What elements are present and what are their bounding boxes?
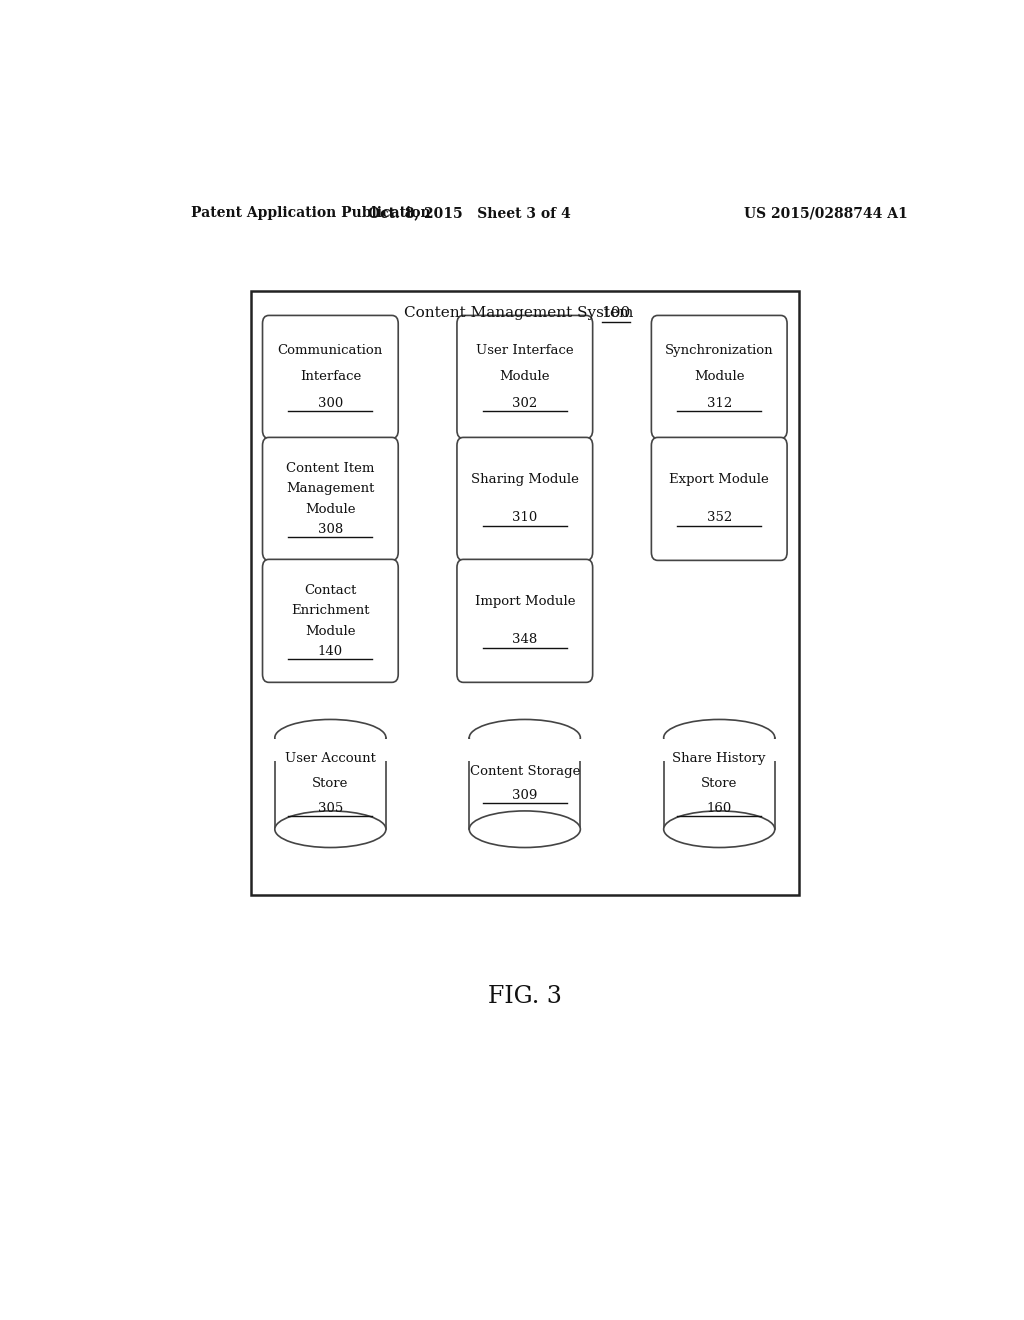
Text: 312: 312: [707, 397, 732, 411]
Text: Module: Module: [305, 624, 355, 638]
Text: Content Management System: Content Management System: [403, 306, 638, 319]
Text: 100: 100: [601, 306, 631, 319]
Polygon shape: [274, 738, 386, 829]
Text: Content Item: Content Item: [286, 462, 375, 475]
Text: 300: 300: [317, 397, 343, 411]
Text: Content Storage: Content Storage: [470, 764, 580, 777]
FancyBboxPatch shape: [651, 437, 787, 561]
Text: 305: 305: [317, 801, 343, 814]
Text: Management: Management: [286, 482, 375, 495]
Text: 352: 352: [707, 511, 732, 524]
Text: 348: 348: [512, 634, 538, 647]
Text: Store: Store: [701, 777, 737, 789]
Ellipse shape: [274, 719, 386, 756]
Ellipse shape: [664, 810, 775, 847]
Text: Contact: Contact: [304, 583, 356, 597]
FancyBboxPatch shape: [457, 437, 593, 561]
FancyBboxPatch shape: [457, 315, 593, 438]
FancyBboxPatch shape: [262, 560, 398, 682]
Text: Synchronization: Synchronization: [665, 345, 773, 356]
Text: 308: 308: [317, 523, 343, 536]
Text: Import Module: Import Module: [474, 595, 575, 609]
FancyBboxPatch shape: [262, 437, 398, 561]
Text: Enrichment: Enrichment: [291, 605, 370, 618]
Polygon shape: [465, 739, 585, 762]
Ellipse shape: [469, 810, 581, 847]
Ellipse shape: [274, 810, 386, 847]
Text: User Interface: User Interface: [476, 345, 573, 356]
Text: Interface: Interface: [300, 371, 361, 383]
Text: User Account: User Account: [285, 752, 376, 766]
Polygon shape: [469, 738, 581, 829]
Text: US 2015/0288744 A1: US 2015/0288744 A1: [744, 206, 908, 220]
Polygon shape: [664, 738, 775, 829]
Text: Sharing Module: Sharing Module: [471, 474, 579, 486]
Text: 160: 160: [707, 801, 732, 814]
FancyBboxPatch shape: [651, 315, 787, 438]
Text: Oct. 8, 2015   Sheet 3 of 4: Oct. 8, 2015 Sheet 3 of 4: [368, 206, 570, 220]
Text: 140: 140: [317, 645, 343, 657]
Text: Communication: Communication: [278, 345, 383, 356]
Text: 309: 309: [512, 789, 538, 803]
Text: Module: Module: [694, 371, 744, 383]
Text: 302: 302: [512, 397, 538, 411]
FancyBboxPatch shape: [262, 315, 398, 438]
Polygon shape: [659, 739, 778, 762]
Text: Share History: Share History: [673, 752, 766, 766]
Ellipse shape: [469, 719, 581, 756]
Text: 310: 310: [512, 511, 538, 524]
Polygon shape: [270, 739, 390, 762]
Text: Module: Module: [500, 371, 550, 383]
Ellipse shape: [664, 719, 775, 756]
Text: FIG. 3: FIG. 3: [487, 986, 562, 1008]
FancyBboxPatch shape: [251, 290, 799, 895]
Text: Module: Module: [305, 503, 355, 516]
Text: Patent Application Publication: Patent Application Publication: [191, 206, 431, 220]
Text: Store: Store: [312, 777, 348, 789]
FancyBboxPatch shape: [457, 560, 593, 682]
Text: Export Module: Export Module: [670, 474, 769, 486]
